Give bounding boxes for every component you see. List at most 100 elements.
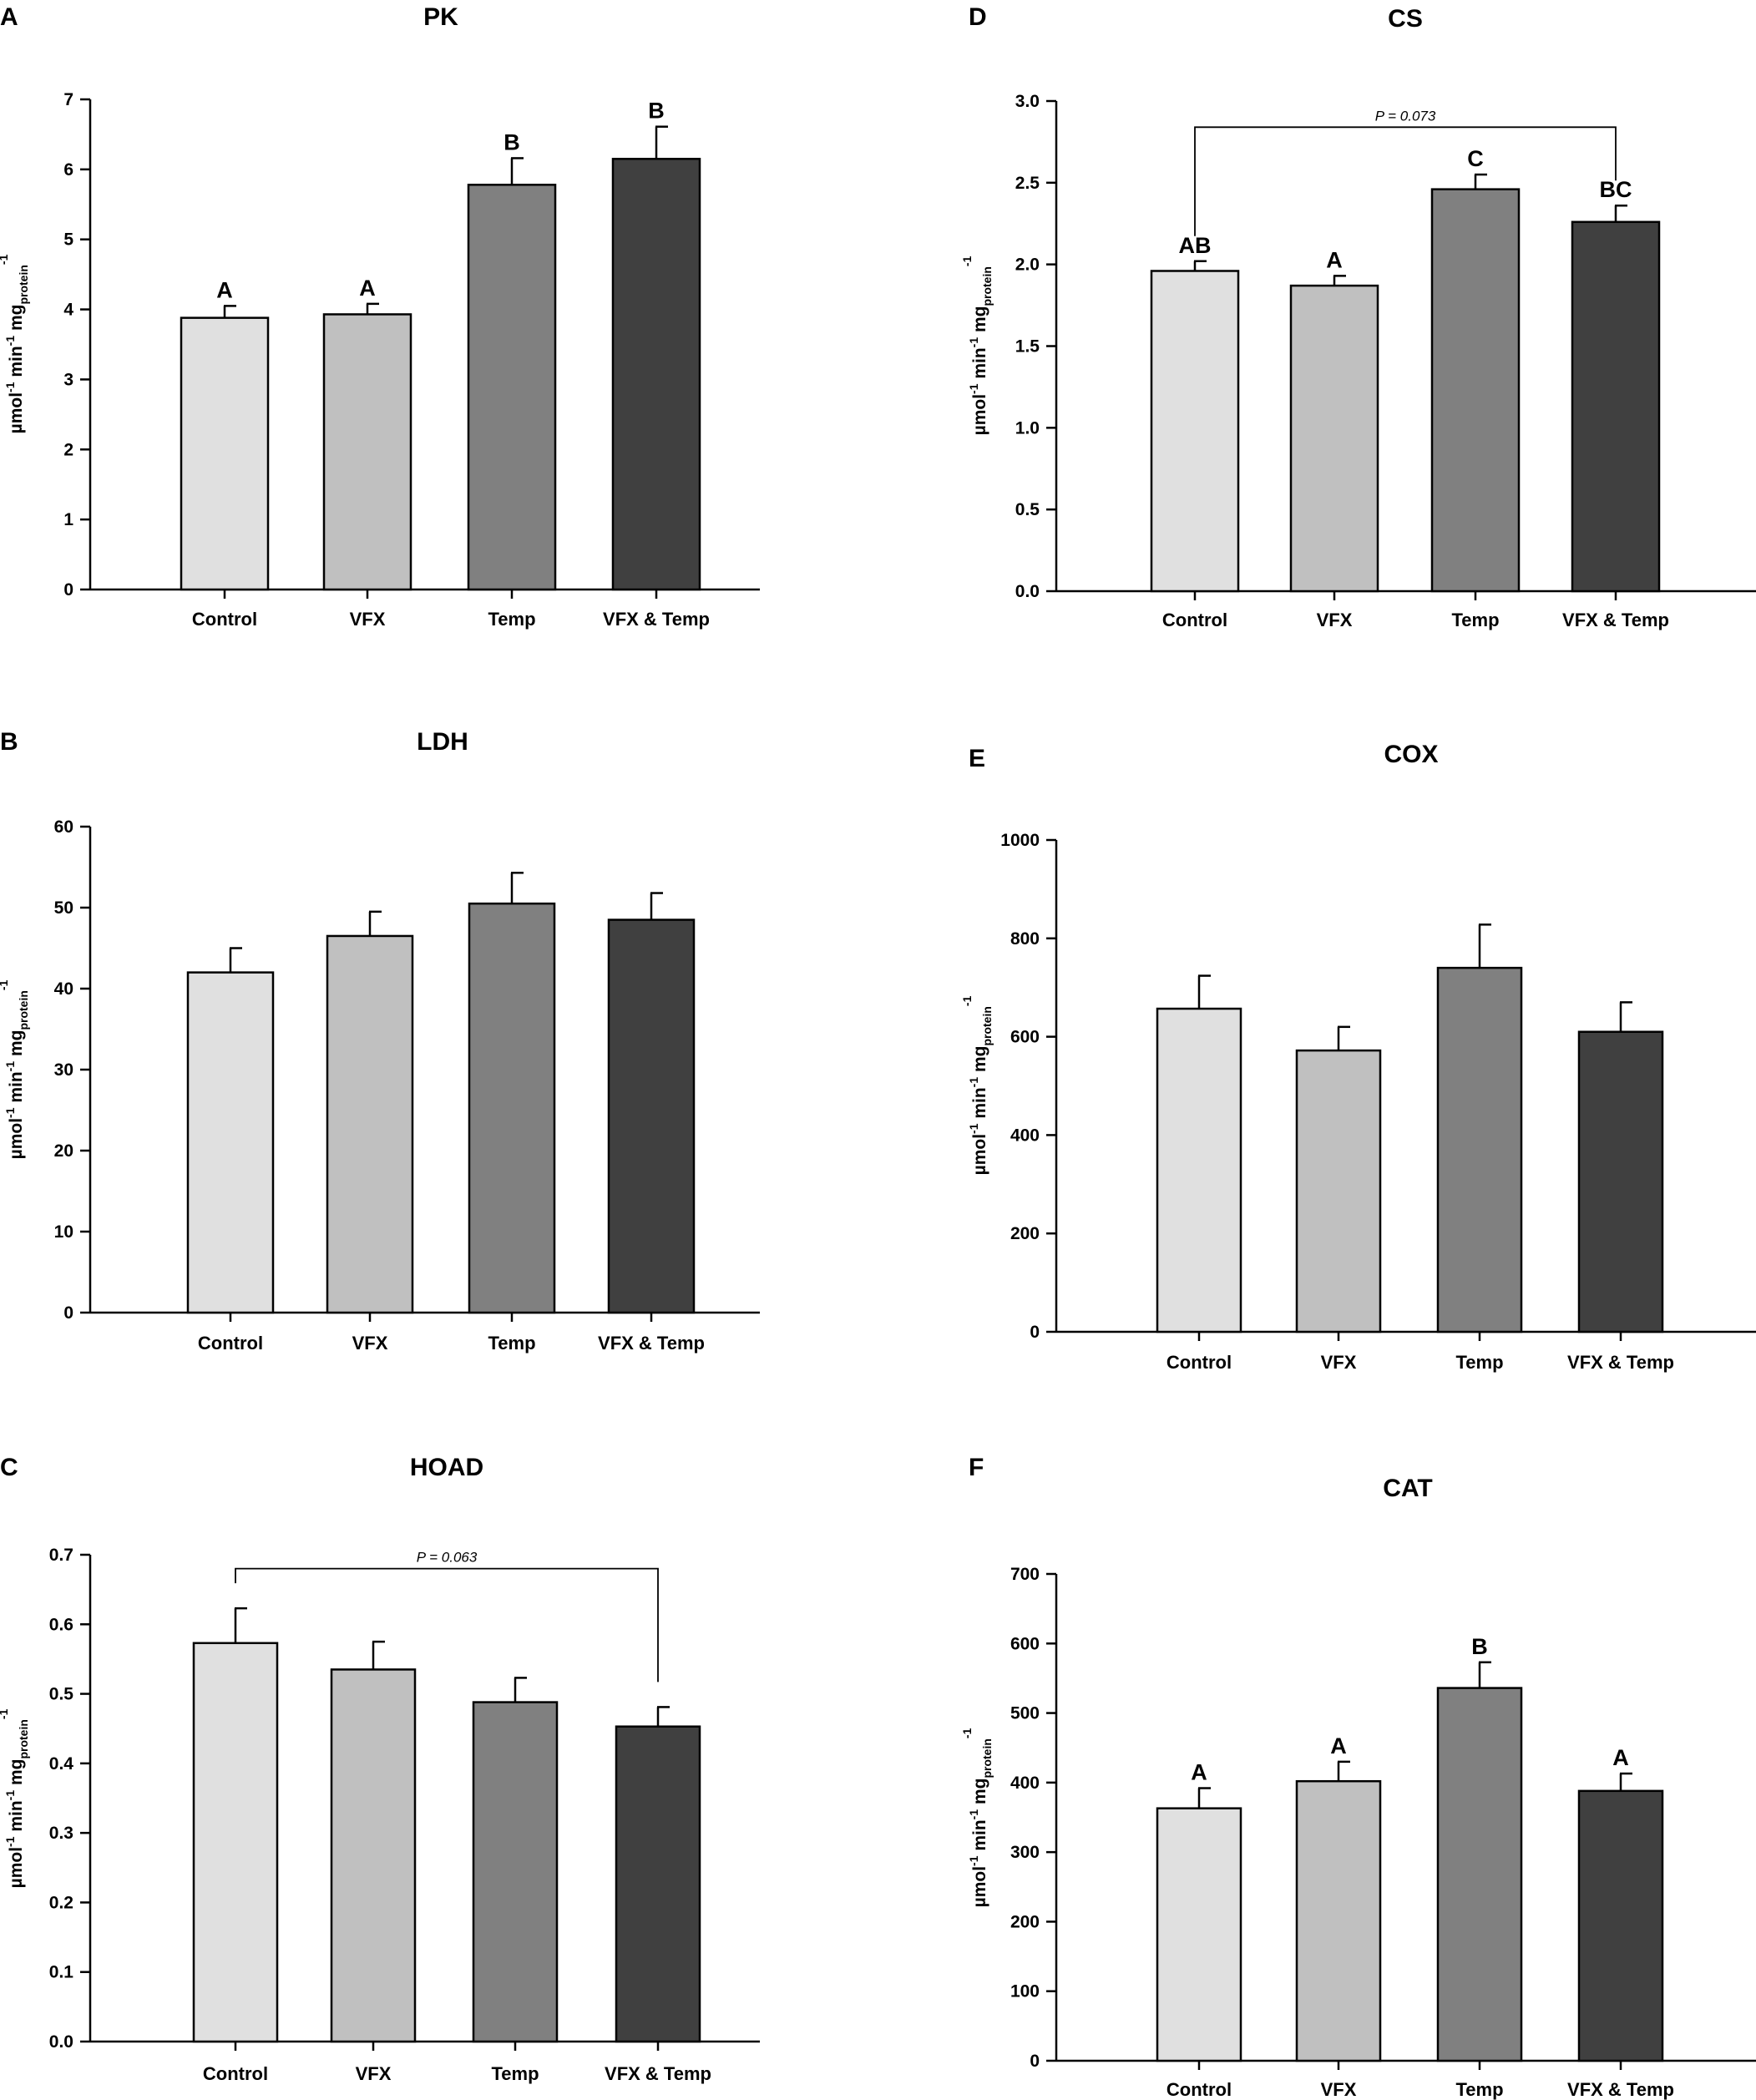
- category-label: VFX: [350, 609, 386, 630]
- category-label: Control: [1166, 1352, 1232, 1373]
- y-tick-label: 4: [63, 301, 73, 320]
- y-tick-label: 0.5: [1015, 500, 1040, 519]
- panel-letter: C: [0, 1454, 18, 1481]
- y-axis-label-part: -1: [3, 1061, 17, 1072]
- y-tick-label: 2.5: [1015, 174, 1040, 193]
- y-tick-label: 300: [1010, 1843, 1040, 1862]
- panel-letter: A: [0, 3, 18, 31]
- y-tick-label: 0.2: [49, 1893, 73, 1912]
- y-tick-label: 30: [54, 1060, 73, 1080]
- y-tick-label: 2.0: [1015, 256, 1040, 275]
- y-axis-label-part: -1: [3, 382, 17, 392]
- y-axis-label-part: -1: [967, 1855, 980, 1866]
- significance-letter: B: [1471, 1634, 1488, 1659]
- category-label: Control: [192, 609, 257, 630]
- y-axis-label-part: mg: [7, 1759, 26, 1790]
- chart-title: HOAD: [410, 1454, 483, 1481]
- bar: [1436, 1687, 1523, 2062]
- category-label: VFX & Temp: [1562, 610, 1669, 630]
- y-tick-label: 100: [1010, 1982, 1040, 2001]
- y-tick-label: 0.4: [49, 1754, 74, 1774]
- bar: [1289, 284, 1379, 593]
- y-tick-label: 20: [54, 1141, 73, 1161]
- y-tick-label: 700: [1010, 1565, 1040, 1584]
- y-axis-label: µmol-1 min-1 mgprotein-1: [960, 256, 994, 435]
- chart-title: CS: [1388, 5, 1423, 33]
- category-label: VFX: [1321, 1352, 1357, 1373]
- y-tick-label: 1.5: [1015, 337, 1040, 357]
- y-axis-label-part: -1: [960, 995, 974, 1006]
- y-tick-label: 600: [1010, 1634, 1040, 1653]
- category-label: Temp: [488, 1333, 535, 1354]
- y-axis-label-part: min: [7, 346, 26, 382]
- y-axis-label-part: protein: [980, 266, 994, 306]
- bar: [1295, 1779, 1382, 2062]
- significance-letter: C: [1467, 146, 1484, 171]
- y-axis-label-part: protein: [17, 1719, 30, 1758]
- y-axis-label-part: -1: [960, 1728, 974, 1738]
- y-tick-label: 600: [1010, 1028, 1040, 1047]
- y-tick-label: 7: [63, 90, 73, 109]
- chart-title: COX: [1384, 741, 1438, 768]
- y-tick-label: 40: [54, 979, 73, 999]
- y-axis-label-part: -1: [967, 1077, 980, 1088]
- category-label: Temp: [1455, 2079, 1503, 2100]
- category-label: Temp: [1455, 1352, 1503, 1373]
- significance-letter: A: [359, 276, 376, 301]
- category-label: Control: [1166, 2079, 1232, 2100]
- y-axis-label-part: mg: [7, 1030, 26, 1061]
- bar: [192, 1642, 279, 2043]
- bar: [1571, 220, 1661, 593]
- category-label: VFX & Temp: [603, 609, 710, 630]
- y-axis-label-part: protein: [980, 1738, 994, 1778]
- y-tick-label: 0.0: [49, 2032, 73, 2052]
- y-axis-label-part: mg: [7, 305, 26, 336]
- significance-letter: B: [648, 99, 665, 124]
- y-axis-label-part: -1: [960, 256, 974, 266]
- y-axis-label-part: mg: [970, 306, 989, 337]
- bar: [1577, 1789, 1664, 2062]
- y-axis-label-part: protein: [17, 990, 30, 1030]
- y-tick-label: 10: [54, 1222, 73, 1242]
- y-tick-label: 6: [63, 160, 73, 180]
- y-axis-label-part: µmol: [970, 1866, 989, 1907]
- significance-letter: A: [216, 277, 233, 302]
- bar: [186, 971, 275, 1314]
- bar: [1150, 270, 1240, 593]
- y-axis-label-part: -1: [967, 1809, 980, 1820]
- bar: [467, 184, 557, 591]
- y-axis-label-part: min: [7, 1071, 26, 1107]
- y-axis-label-part: mg: [970, 1046, 989, 1077]
- y-tick-label: 0.5: [49, 1685, 74, 1704]
- significance-letter: AB: [1179, 233, 1212, 258]
- y-axis-label: µmol-1 min-1 mgprotein-1: [960, 1728, 994, 1907]
- p-value-label: P = 0.073: [1375, 108, 1436, 124]
- y-axis-label-part: -1: [0, 979, 10, 990]
- y-tick-label: 1.0: [1015, 418, 1040, 438]
- category-label: Temp: [491, 2063, 539, 2084]
- y-tick-label: 2: [63, 440, 73, 459]
- y-axis-label-part: µmol: [970, 1134, 989, 1175]
- y-tick-label: 200: [1010, 1912, 1040, 1931]
- y-axis-label-part: -1: [0, 254, 10, 265]
- y-axis-label-part: -1: [967, 1123, 980, 1134]
- bar: [1156, 1807, 1242, 2062]
- category-label: Temp: [1451, 610, 1499, 630]
- y-tick-label: 3: [63, 370, 73, 389]
- y-axis-label-part: min: [970, 1819, 989, 1855]
- bar: [326, 934, 414, 1314]
- chart-title: PK: [423, 3, 458, 31]
- category-label: VFX: [1321, 2079, 1357, 2100]
- bar: [1156, 1007, 1242, 1333]
- y-tick-label: 500: [1010, 1704, 1040, 1723]
- significance-letter: B: [504, 129, 520, 154]
- category-label: Temp: [488, 609, 535, 630]
- y-tick-label: 800: [1010, 929, 1040, 949]
- y-axis-label-part: µmol: [7, 1847, 26, 1888]
